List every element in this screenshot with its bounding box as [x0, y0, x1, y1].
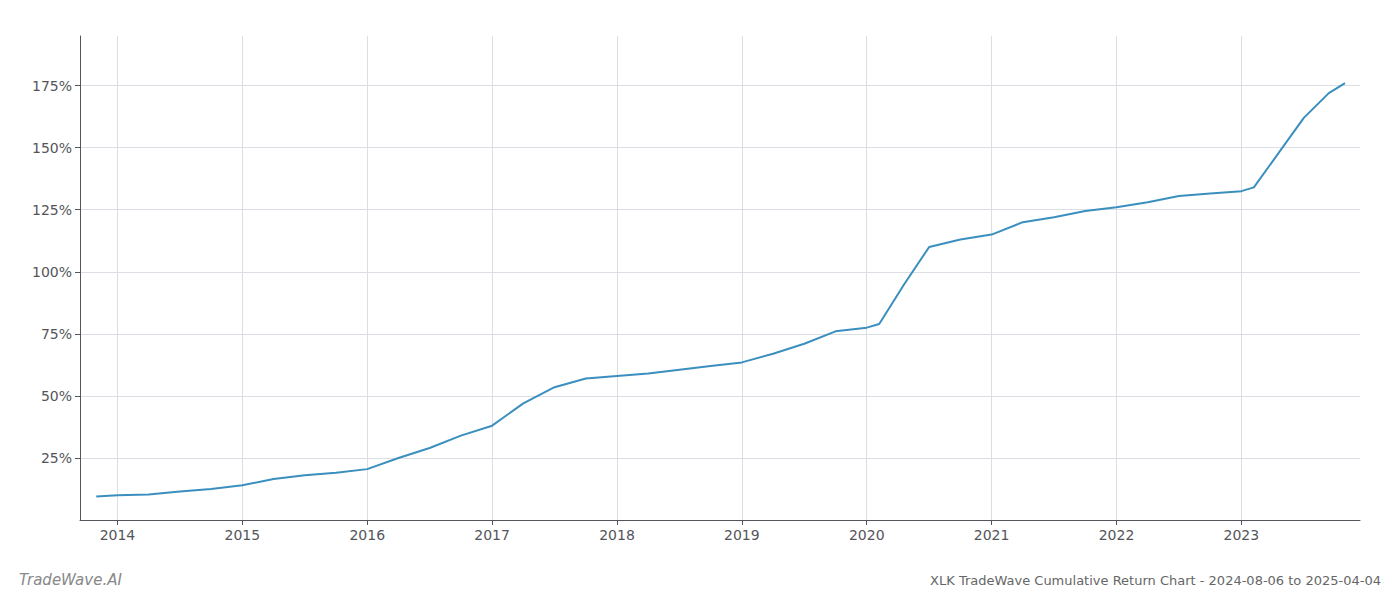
svg-text:2016: 2016: [349, 527, 385, 543]
svg-text:2014: 2014: [100, 527, 136, 543]
svg-text:2019: 2019: [724, 527, 760, 543]
svg-text:2018: 2018: [599, 527, 635, 543]
svg-text:75%: 75%: [41, 326, 72, 342]
svg-text:50%: 50%: [41, 388, 72, 404]
svg-text:2021: 2021: [974, 527, 1010, 543]
svg-text:XLK TradeWave Cumulative Retur: XLK TradeWave Cumulative Return Chart - …: [930, 573, 1381, 588]
svg-text:2020: 2020: [849, 527, 885, 543]
svg-text:2023: 2023: [1224, 527, 1260, 543]
svg-text:TradeWave.AI: TradeWave.AI: [19, 571, 122, 589]
svg-text:2015: 2015: [225, 527, 261, 543]
svg-text:25%: 25%: [41, 450, 72, 466]
svg-text:150%: 150%: [32, 140, 72, 156]
svg-text:125%: 125%: [32, 202, 72, 218]
svg-text:100%: 100%: [32, 264, 72, 280]
svg-text:175%: 175%: [32, 78, 72, 94]
svg-text:2022: 2022: [1099, 527, 1135, 543]
svg-text:2017: 2017: [474, 527, 510, 543]
